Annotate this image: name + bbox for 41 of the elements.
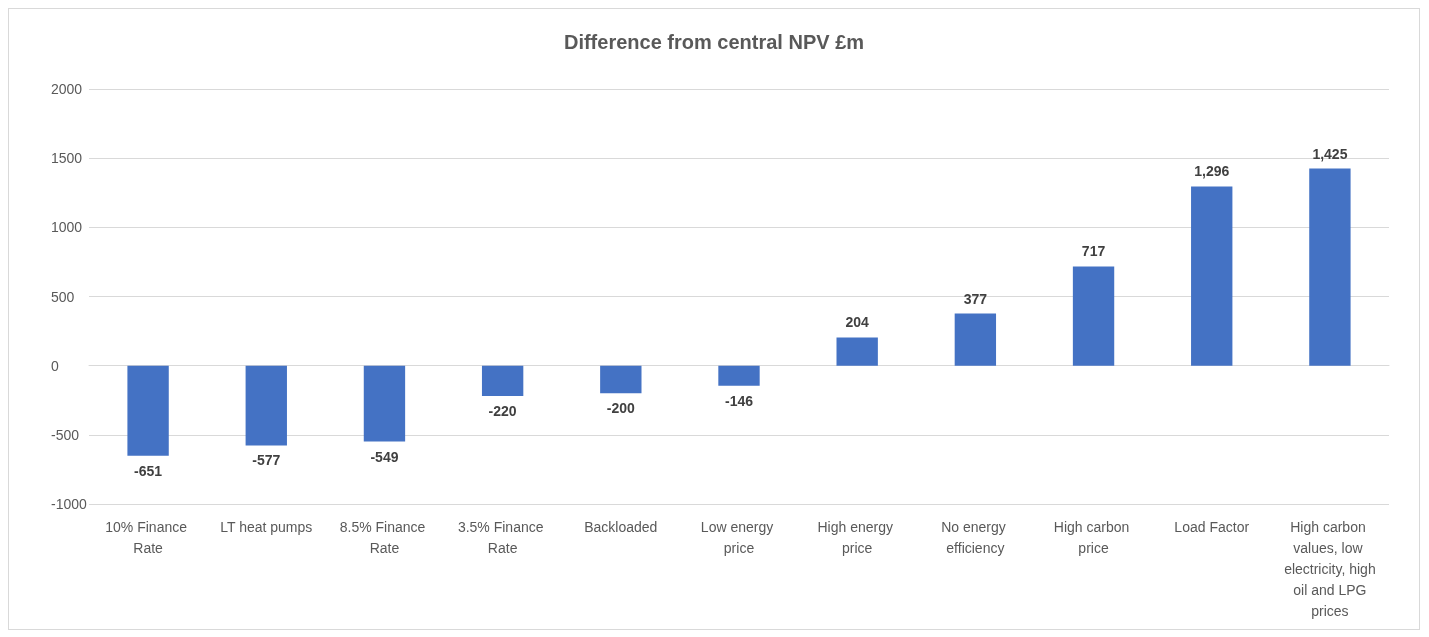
bar [363,365,406,442]
bar [1191,186,1233,366]
y-tick-label: -1000 [51,496,88,512]
bar [127,365,169,456]
x-tick-label: Load Factor [1174,518,1250,535]
bar [836,337,878,366]
chart-title: Difference from central NPV £m [563,31,865,53]
data-label: 377 [963,290,988,307]
bar [954,313,997,366]
data-label: -146 [724,392,754,409]
y-tick-label: 500 [51,288,75,305]
x-tick-label: LT heat pumps [220,518,313,535]
bar [718,365,760,386]
bar [600,365,642,394]
x-tick-label: High carbon values, low electricity, high oil and LPG prices [1284,518,1376,619]
data-label: -549 [370,448,399,465]
data-label: 1,296 [1194,163,1230,180]
x-tick-label: High energy price [817,518,897,556]
bar [1309,168,1351,366]
data-label: 204 [845,314,870,331]
data-label: -577 [252,452,281,469]
data-label: 1,425 [1312,145,1348,162]
data-label: 717 [1081,243,1106,260]
bar [481,365,524,397]
x-tick-label: Low energy price [700,518,778,556]
x-tick-label: 3.5% Finance Rate [457,518,548,556]
data-label: -220 [488,403,517,420]
x-tick-label: High carbon price [1053,518,1134,556]
x-tick-label: 10% Finance Rate [105,518,191,556]
x-tick-label: No energy efficiency [941,518,1010,556]
data-label: -200 [606,400,636,417]
data-label: -651 [134,462,163,479]
y-tick-label: 1500 [51,150,83,167]
bar [245,365,287,446]
y-tick-label: 0 [51,357,59,374]
x-tick-label: Backloaded [584,518,658,535]
y-tick-label: 1000 [51,219,83,236]
bar [1072,266,1115,366]
y-tick-label: 2000 [51,81,83,97]
x-tick-label: 8.5% Finance Rate [339,518,430,556]
y-tick-label: -500 [51,426,80,443]
